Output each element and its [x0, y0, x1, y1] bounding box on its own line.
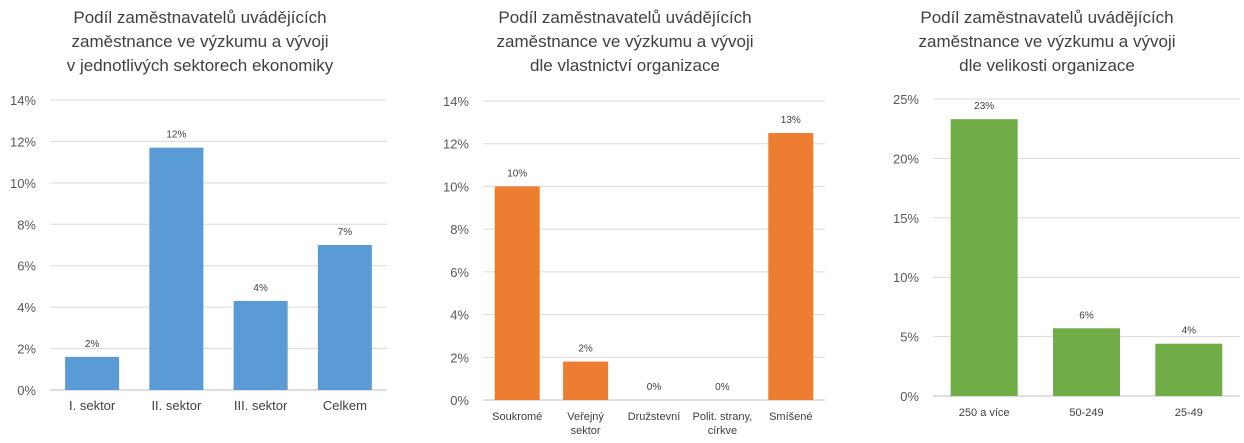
data-label: 23% [974, 101, 994, 112]
y-tick-label: 15% [893, 211, 919, 226]
y-tick-label: 20% [893, 151, 919, 166]
y-tick-label: 12% [443, 137, 469, 152]
category-label: Soukromé [492, 411, 542, 423]
y-axis-tick-labels: 0% 5% 10% 15% 20% 25% [893, 92, 919, 404]
y-tick-label: 8% [450, 222, 469, 237]
y-tick-label: 10% [443, 179, 469, 194]
data-label: 0% [715, 382, 730, 393]
y-tick-label: 5% [900, 330, 919, 345]
y-tick-label: 25% [893, 92, 919, 107]
chart-panel-sectors: Podíl zaměstnavatelů uvádějících zaměstn… [0, 0, 400, 443]
data-label: 2% [578, 344, 593, 355]
category-label: sektor [571, 425, 601, 437]
category-label: církve [708, 425, 737, 437]
category-label: Veřejný [567, 411, 604, 423]
bars [494, 133, 814, 401]
data-label: 13% [781, 115, 801, 126]
bar-chart-sectors: 0% 2% 4% 6% 8% 10% 12% 14% 2% 12% 4% 7% I. sektor II.… [10, 93, 387, 413]
y-tick-label: 0% [17, 383, 36, 398]
x-axis-category-labels: 250 a více 50-249 25-49 [959, 407, 1203, 419]
data-label: 4% [1182, 326, 1197, 337]
bar [149, 147, 204, 390]
bar [494, 186, 540, 400]
gridlines [483, 100, 825, 401]
chart-title: Podíl zaměstnavatelů uvádějících zaměstn… [420, 6, 830, 78]
chart-title-line: zaměstnance ve výzkumu a vývoji [71, 32, 329, 51]
data-label: 6% [1079, 310, 1094, 321]
y-tick-label: 10% [10, 176, 36, 191]
y-tick-label: 14% [10, 93, 36, 108]
y-tick-label: 10% [893, 270, 919, 285]
category-label: 50-249 [1069, 407, 1103, 419]
data-label: 2% [85, 339, 100, 350]
chart-title-line: Podíl zaměstnavatelů uvádějících [498, 8, 752, 27]
y-tick-label: 8% [17, 217, 36, 232]
bar [1155, 343, 1223, 396]
chart-panel-size: Podíl zaměstnavatelů uvádějících zaměstn… [850, 0, 1244, 443]
bar [563, 361, 609, 400]
bar [768, 133, 814, 401]
data-label: 4% [253, 283, 268, 294]
category-label: Celkem [323, 398, 367, 413]
bar-chart-ownership: 0% 2% 4% 6% 8% 10% 12% 14% 10% 2% 0% 0% 13% Soukromé V… [443, 94, 825, 437]
y-tick-label: 4% [450, 308, 469, 323]
category-label: Družstevní [628, 411, 681, 423]
category-label: 250 a více [959, 407, 1010, 419]
data-labels: 10% 2% 0% 0% 13% [507, 115, 801, 393]
chart-title-line: dle vlastnictví organizace [530, 56, 720, 75]
category-label: Smíšené [769, 411, 812, 423]
chart-title: Podíl zaměstnavatelů uvádějících zaměstn… [850, 6, 1244, 78]
bar [950, 119, 1018, 397]
data-labels: 23% 6% 4% [974, 101, 1196, 337]
bars [65, 147, 372, 390]
category-label: 25-49 [1175, 407, 1203, 419]
chart-panel-ownership: Podíl zaměstnavatelů uvádějících zaměstn… [420, 0, 830, 443]
y-tick-label: 12% [10, 134, 36, 149]
category-label: II. sektor [151, 398, 202, 413]
category-label: III. sektor [234, 398, 288, 413]
data-label: 10% [507, 168, 527, 179]
y-axis-tick-labels: 0% 2% 4% 6% 8% 10% 12% 14% [10, 93, 36, 398]
chart-title-line: zaměstnance ve výzkumu a vývoji [496, 32, 754, 51]
y-tick-label: 2% [450, 350, 469, 365]
category-label: I. sektor [69, 398, 116, 413]
category-label: Polit. strany, [693, 411, 753, 423]
chart-title-line: zaměstnance ve výzkumu a vývoji [918, 32, 1176, 51]
y-tick-label: 14% [443, 94, 469, 109]
chart-title: Podíl zaměstnavatelů uvádějících zaměstn… [0, 6, 400, 78]
bar [65, 356, 120, 390]
y-tick-label: 6% [17, 259, 36, 274]
data-label: 7% [338, 227, 353, 238]
y-tick-label: 4% [17, 300, 36, 315]
y-tick-label: 0% [900, 389, 919, 404]
data-labels: 2% 12% 4% 7% [85, 130, 352, 350]
bar-chart-size: 0%5%10%15%20%25% 23%6%4%250 a více 50-249 2… [893, 92, 1240, 419]
y-tick-label: 6% [450, 265, 469, 280]
data-label: 0% [647, 382, 662, 393]
x-axis-category-labels: Soukromé Veřejný sektor Družstevní Polit. st… [492, 411, 812, 437]
x-axis-category-labels: I. sektor II. sektor III. sektor Celkem [69, 398, 367, 413]
bar [1053, 328, 1120, 396]
chart-title-line: v jednotlivých sektorech ekonomiky [66, 56, 334, 75]
chart-title-line: Podíl zaměstnavatelů uvádějících [73, 8, 327, 27]
bars [950, 119, 1223, 397]
y-axis-tick-labels: 0% 2% 4% 6% 8% 10% 12% 14% [443, 94, 469, 408]
y-tick-label: 0% [450, 393, 469, 408]
chart-title-line: Podíl zaměstnavatelů uvádějících [920, 8, 1174, 27]
data-label: 12% [166, 130, 186, 141]
bar [233, 300, 288, 390]
y-tick-label: 2% [17, 342, 36, 357]
chart-title-line: dle velikosti organizace [959, 56, 1135, 75]
bar [317, 245, 372, 390]
